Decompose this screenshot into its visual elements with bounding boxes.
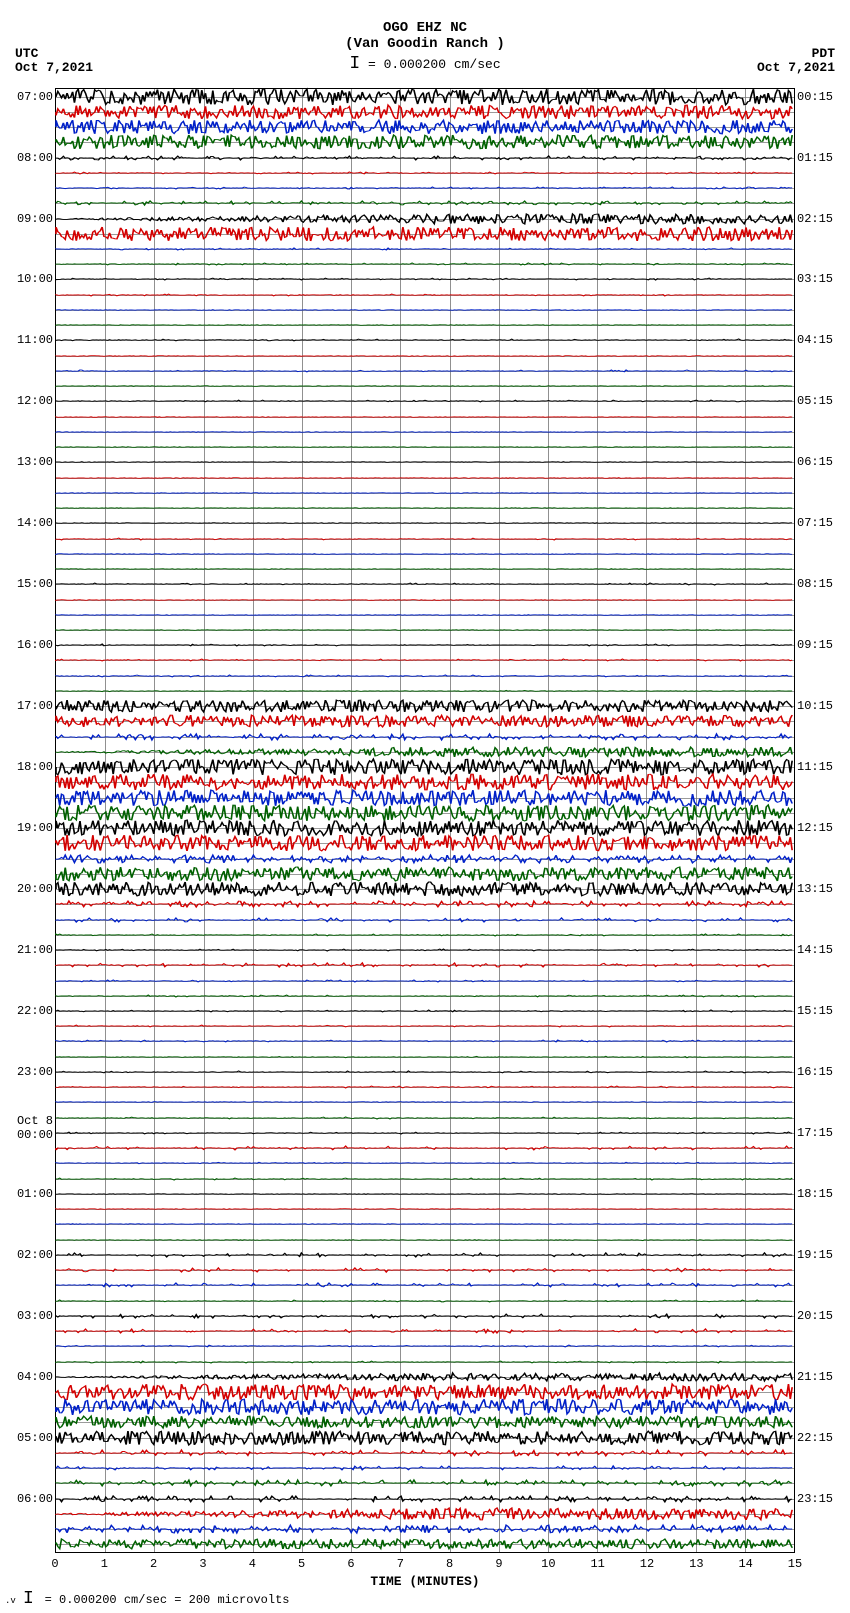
tz-right-label: PDT xyxy=(812,46,835,61)
xaxis-tick: 12 xyxy=(640,1557,654,1571)
xaxis-title: TIME (MINUTES) xyxy=(0,1574,850,1589)
utc-time-label: 10:00 xyxy=(17,272,56,286)
xaxis-tick: 7 xyxy=(397,1557,404,1571)
utc-time-label: 01:00 xyxy=(17,1187,56,1201)
utc-time-label: 08:00 xyxy=(17,151,56,165)
pdt-time-label: 09:15 xyxy=(794,638,833,652)
xaxis-tick: 8 xyxy=(446,1557,453,1571)
utc-time-label: 13:00 xyxy=(17,455,56,469)
utc-time-label: 12:00 xyxy=(17,394,56,408)
utc-time-label: 19:00 xyxy=(17,821,56,835)
pdt-time-label: 12:15 xyxy=(794,821,833,835)
pdt-time-label: 07:15 xyxy=(794,516,833,530)
xaxis-tick: 10 xyxy=(541,1557,555,1571)
utc-time-label: 05:00 xyxy=(17,1431,56,1445)
pdt-time-label: 17:15 xyxy=(794,1126,833,1140)
utc-time-label: 16:00 xyxy=(17,638,56,652)
xaxis-tick: 14 xyxy=(738,1557,752,1571)
utc-time-label: 09:00 xyxy=(17,212,56,226)
pdt-time-label: 14:15 xyxy=(794,943,833,957)
pdt-time-label: 04:15 xyxy=(794,333,833,347)
helicorder-plot: 07:0000:1508:0001:1509:0002:1510:0003:15… xyxy=(55,88,795,1553)
utc-time-label: 20:00 xyxy=(17,882,56,896)
waveform xyxy=(56,1532,794,1556)
xaxis-labels: 0123456789101112131415 xyxy=(55,1557,795,1573)
utc-time-label: 07:00 xyxy=(17,90,56,104)
utc-time-label: 15:00 xyxy=(17,577,56,591)
pdt-time-label: 05:15 xyxy=(794,394,833,408)
pdt-time-label: 16:15 xyxy=(794,1065,833,1079)
utc-time-label: 11:00 xyxy=(17,333,56,347)
utc-time-label: 23:00 xyxy=(17,1065,56,1079)
xaxis-tick: 3 xyxy=(199,1557,206,1571)
header: OGO EHZ NC (Van Goodin Ranch ) I = 0.000… xyxy=(0,0,850,75)
utc-time-label: 02:00 xyxy=(17,1248,56,1262)
date-left: Oct 7,2021 xyxy=(15,60,93,75)
pdt-time-label: 00:15 xyxy=(794,90,833,104)
pdt-time-label: 11:15 xyxy=(794,760,833,774)
xaxis-tick: 2 xyxy=(150,1557,157,1571)
xaxis-tick: 15 xyxy=(788,1557,802,1571)
pdt-time-label: 23:15 xyxy=(794,1492,833,1506)
station-code: OGO EHZ NC xyxy=(0,20,850,36)
station-name: (Van Goodin Ranch ) xyxy=(0,36,850,52)
xaxis-tick: 13 xyxy=(689,1557,703,1571)
pdt-time-label: 08:15 xyxy=(794,577,833,591)
pdt-time-label: 01:15 xyxy=(794,151,833,165)
xaxis-tick: 6 xyxy=(347,1557,354,1571)
utc-time-label: 04:00 xyxy=(17,1370,56,1384)
seismogram-page: OGO EHZ NC (Van Goodin Ranch ) I = 0.000… xyxy=(0,0,850,1613)
pdt-time-label: 13:15 xyxy=(794,882,833,896)
tz-left-label: UTC xyxy=(15,46,38,61)
pdt-time-label: 20:15 xyxy=(794,1309,833,1323)
utc-time-label: 14:00 xyxy=(17,516,56,530)
xaxis-tick: 9 xyxy=(495,1557,502,1571)
utc-time-label: 18:00 xyxy=(17,760,56,774)
pdt-time-label: 21:15 xyxy=(794,1370,833,1384)
utc-time-label: 17:00 xyxy=(17,699,56,713)
xaxis-tick: 1 xyxy=(101,1557,108,1571)
plot-area: 07:0000:1508:0001:1509:0002:1510:0003:15… xyxy=(55,88,795,1553)
utc-time-label: Oct 800:00 xyxy=(17,1114,56,1142)
pdt-time-label: 10:15 xyxy=(794,699,833,713)
pdt-time-label: 15:15 xyxy=(794,1004,833,1018)
date-right: Oct 7,2021 xyxy=(757,60,835,75)
pdt-time-label: 02:15 xyxy=(794,212,833,226)
utc-time-label: 21:00 xyxy=(17,943,56,957)
pdt-time-label: 22:15 xyxy=(794,1431,833,1445)
pdt-time-label: 03:15 xyxy=(794,272,833,286)
xaxis-tick: 11 xyxy=(590,1557,604,1571)
pdt-time-label: 19:15 xyxy=(794,1248,833,1262)
utc-time-label: 22:00 xyxy=(17,1004,56,1018)
scale-note: I = 0.000200 cm/sec xyxy=(0,54,850,75)
utc-time-label: 06:00 xyxy=(17,1492,56,1506)
footer-scale: .v I = 0.000200 cm/sec = 200 microvolts xyxy=(5,1589,289,1609)
xaxis-tick: 5 xyxy=(298,1557,305,1571)
pdt-time-label: 06:15 xyxy=(794,455,833,469)
utc-time-label: 03:00 xyxy=(17,1309,56,1323)
xaxis-tick: 0 xyxy=(51,1557,58,1571)
pdt-time-label: 18:15 xyxy=(794,1187,833,1201)
xaxis-tick: 4 xyxy=(249,1557,256,1571)
